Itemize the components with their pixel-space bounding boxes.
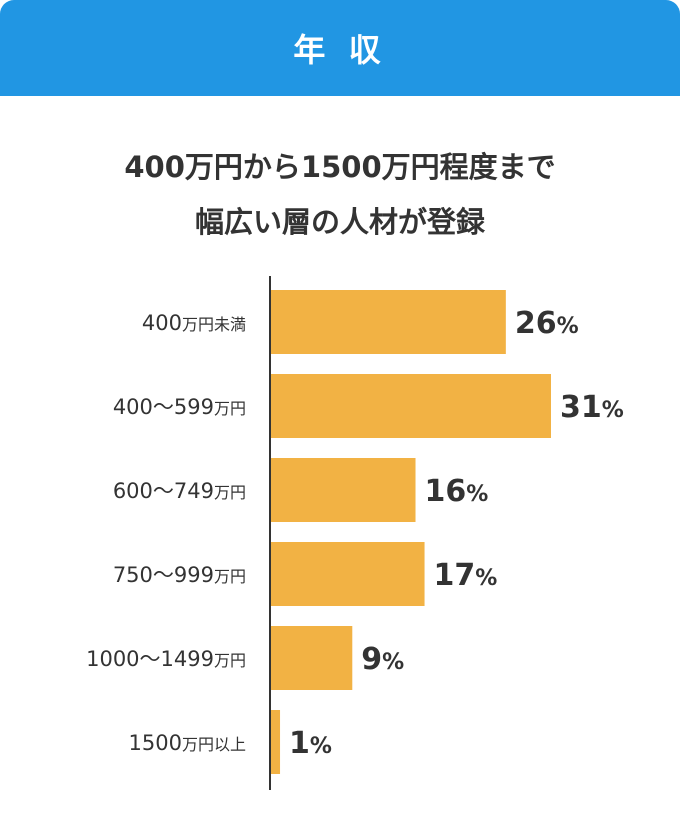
value-label-4: 9% <box>361 642 404 677</box>
bar-3 <box>271 542 425 606</box>
category-label-3: 750〜999万円 <box>113 563 246 587</box>
value-label-3: 17% <box>434 558 498 593</box>
value-label-2: 16% <box>425 474 489 509</box>
value-label-0: 26% <box>515 306 579 341</box>
headline-line-1: 400万円から1500万円程度まで <box>124 150 556 184</box>
value-label-5: 1% <box>289 726 332 761</box>
value-label-1: 31% <box>560 390 624 425</box>
chart-headline: 400万円から1500万円程度まで 幅広い層の人材が登録 <box>0 140 680 250</box>
bar-2 <box>271 458 416 522</box>
bar-5 <box>271 710 281 774</box>
headline-line-2: 幅広い層の人材が登録 <box>194 205 485 239</box>
bar-1 <box>271 374 551 438</box>
category-label-2: 600〜749万円 <box>113 479 246 503</box>
category-label-1: 400〜599万円 <box>113 395 246 419</box>
bar-0 <box>271 290 506 354</box>
bar-4 <box>271 626 353 690</box>
category-label-4: 1000〜1499万円 <box>86 647 246 671</box>
header-title: 年 収 <box>293 31 387 69</box>
category-label-5: 1500万円以上 <box>129 731 246 755</box>
category-label-0: 400万円未満 <box>142 311 246 335</box>
chart-header: 年 収 <box>0 0 680 96</box>
